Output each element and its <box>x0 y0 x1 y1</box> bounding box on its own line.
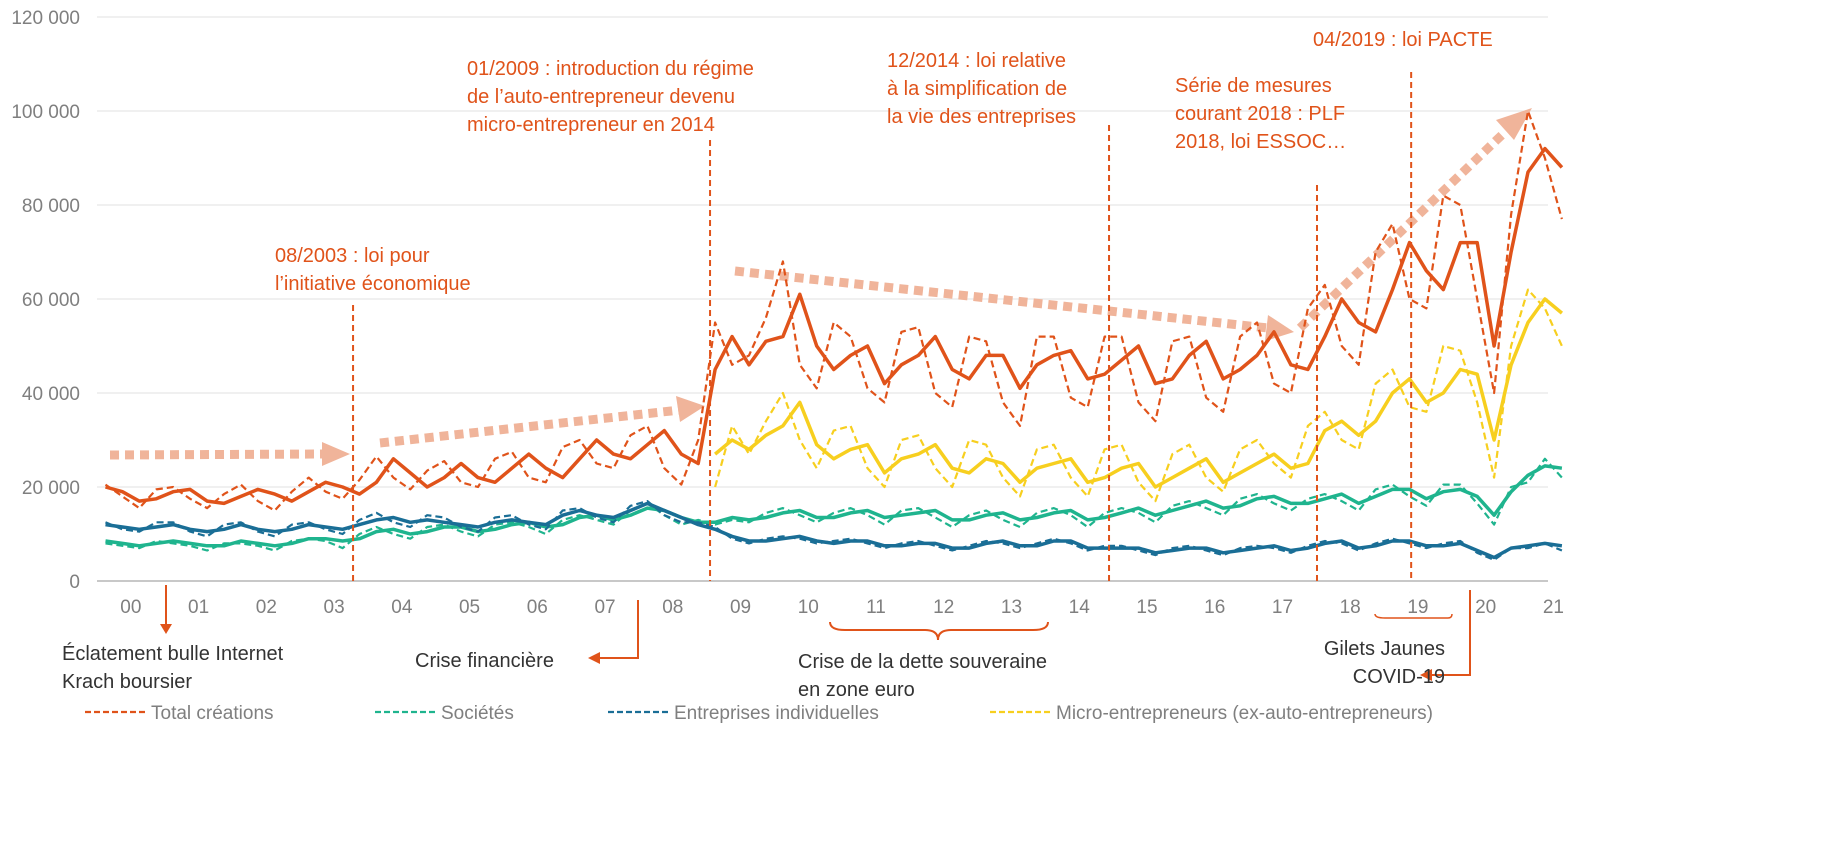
crisis-label: Crise de la dette souveraine <box>798 651 1047 673</box>
raw-line <box>105 500 1563 561</box>
crisis-label: Éclatement bulle Internet <box>62 642 284 665</box>
x-tick-label: 02 <box>256 597 277 618</box>
trend-line <box>105 501 1563 560</box>
trend-line <box>105 464 1563 548</box>
event-label: courant 2018 : PLF <box>1175 103 1345 125</box>
x-tick-label: 20 <box>1475 597 1496 618</box>
event-label: 08/2003 : loi pour <box>275 245 430 267</box>
arrow-head <box>1420 669 1432 681</box>
raw-line <box>104 109 1563 512</box>
x-tick-label: 03 <box>324 597 345 618</box>
trend-arrow <box>379 405 681 448</box>
x-tick-label: 07 <box>594 597 615 618</box>
event-label: 01/2009 : introduction du régime <box>467 58 754 80</box>
trend-arrow <box>109 449 326 460</box>
y-tick-label: 60 000 <box>22 290 80 311</box>
x-tick-label: 06 <box>527 597 548 618</box>
x-tick-label: 13 <box>1001 597 1022 618</box>
arrow-head <box>588 652 600 664</box>
y-tick-label: 20 000 <box>22 478 80 499</box>
event-label: 2018, loi ESSOC… <box>1175 131 1346 153</box>
arrow-head <box>322 442 350 466</box>
y-tick-label: 100 000 <box>11 102 80 123</box>
crisis-markers <box>160 585 1471 681</box>
x-tick-label: 16 <box>1204 597 1225 618</box>
x-tick-label: 18 <box>1340 597 1361 618</box>
arrow <box>1430 590 1471 676</box>
event-label: de l’auto-entrepreneur devenu <box>467 86 735 108</box>
x-tick-label: 09 <box>730 597 751 618</box>
brace <box>1374 613 1453 619</box>
event-label: 12/2014 : loi relative <box>887 50 1066 72</box>
crisis-label: Crise financière <box>415 650 554 672</box>
legend-label: Total créations <box>151 703 274 724</box>
x-tick-label: 11 <box>866 597 886 618</box>
raw-line <box>105 457 1563 552</box>
crisis-label: Krach boursier <box>62 671 192 693</box>
y-tick-label: 120 000 <box>11 8 80 29</box>
event-label: micro-entrepreneur en 2014 <box>467 114 715 136</box>
x-tick-label: 05 <box>459 597 480 618</box>
event-label: la vie des entreprises <box>887 106 1076 128</box>
x-tick-label: 04 <box>391 597 413 618</box>
x-tick-label: 10 <box>798 597 819 618</box>
raw-line <box>714 288 1563 503</box>
trend-line <box>105 146 1564 506</box>
arrow-head <box>1496 108 1532 140</box>
legend-label: Micro-entrepreneurs (ex-auto-entrepreneu… <box>1056 703 1433 724</box>
event-label: l’initiative économique <box>275 273 471 295</box>
arrow-head <box>160 624 172 634</box>
y-tick-label: 0 <box>69 572 80 593</box>
legend-label: Sociétés <box>441 703 514 724</box>
legend-label: Entreprises individuelles <box>674 703 879 724</box>
x-tick-label: 12 <box>933 597 954 618</box>
event-label: 04/2019 : loi PACTE <box>1313 29 1493 51</box>
x-tick-label: 01 <box>188 597 209 618</box>
brace <box>829 621 1049 641</box>
x-tick-label: 08 <box>662 597 683 618</box>
event-label: Série de mesures <box>1175 75 1332 97</box>
trend-arrow <box>1296 128 1509 332</box>
x-tick-label: 14 <box>1069 597 1091 618</box>
x-tick-label: 19 <box>1407 597 1428 618</box>
crisis-label: en zone euro <box>798 679 915 701</box>
y-tick-label: 40 000 <box>22 384 80 405</box>
x-tick-label: 17 <box>1272 597 1293 618</box>
y-tick-label: 80 000 <box>22 196 80 217</box>
x-tick-label: 00 <box>120 597 141 618</box>
x-tick-label: 21 <box>1543 597 1564 618</box>
x-tick-label: 15 <box>1136 597 1157 618</box>
arrow <box>598 600 639 659</box>
arrow-head <box>676 396 705 422</box>
crisis-label: COVID-19 <box>1353 666 1445 688</box>
crisis-label: Gilets Jaunes <box>1324 638 1445 660</box>
event-label: à la simplification de <box>887 78 1067 100</box>
trend-line <box>713 297 1564 489</box>
